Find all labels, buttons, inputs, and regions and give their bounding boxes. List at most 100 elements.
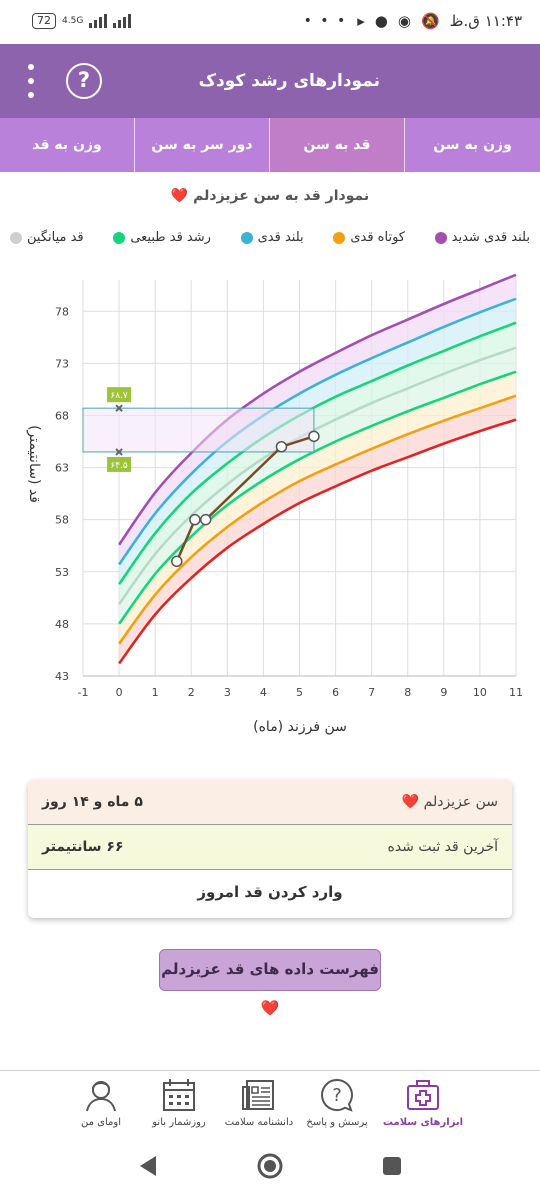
percentile-band — [119, 371, 516, 644]
question-bubble-icon: ? — [321, 1078, 353, 1112]
child-height-point — [199, 513, 212, 526]
x-tick-label: 9 — [440, 686, 447, 699]
x-tick-label: 10 — [473, 686, 487, 699]
legend-item: رشد قد طبیعی — [113, 230, 211, 245]
bottom-navigation: ابزارهای سلامت ? پرسش و پاسخ دانشنامه سل… — [0, 1070, 540, 1140]
reference-label: ۶۸.۷ — [110, 391, 128, 401]
last-height-label: آخرین قد ثبت شده — [387, 839, 499, 855]
legend-swatch — [10, 231, 22, 244]
x-tick-label: 2 — [188, 686, 195, 699]
percentile-curve — [118, 370, 517, 625]
shield-icon: ◉ — [397, 12, 411, 30]
medical-kit-icon — [407, 1080, 439, 1110]
leaf-icon: ● — [374, 12, 388, 30]
chart-tabs: وزن به قد دور سر به سن قد به سن وزن به س… — [0, 118, 540, 172]
percentile-band — [119, 395, 516, 664]
child-height-point — [189, 513, 201, 526]
legend-item: بلند قدی — [240, 230, 304, 245]
nav-label: ابزارهای سلامت — [382, 1117, 464, 1128]
mute-icon: 🔕 — [420, 12, 440, 30]
legend-label: کوتاه قدی — [350, 230, 405, 245]
x-tick-label: 11 — [509, 686, 523, 699]
child-info-card: سن عزیزدلم ❤️ ۵ ماه و ۱۴ روز آخرین قد ثب… — [28, 780, 512, 918]
svg-text:?: ? — [332, 1085, 342, 1106]
legend-item: قد میانگین — [10, 230, 84, 245]
child-height-point — [171, 555, 183, 568]
percentile-curve — [118, 418, 517, 665]
legend-swatch — [434, 231, 447, 244]
reference-label-bg — [107, 387, 132, 403]
tab-weight-for-height[interactable]: وزن به قد — [0, 118, 135, 172]
nav-profile[interactable]: اومای من — [56, 1077, 146, 1128]
y-tick-label: 48 — [55, 618, 69, 631]
nav-label: پرسش و پاسخ — [306, 1117, 368, 1128]
percentile-band — [119, 274, 516, 565]
x-tick-label: 8 — [404, 686, 411, 699]
age-label: سن عزیزدلم ❤️ — [401, 794, 498, 810]
legend-swatch — [333, 231, 346, 244]
last-height-value: ۶۶ سانتیمتر — [42, 839, 124, 855]
profile-icon — [86, 1081, 116, 1112]
legend-swatch — [240, 231, 253, 244]
y-tick-label: 73 — [55, 357, 69, 370]
percentile-curve — [118, 297, 517, 566]
nav-calendar[interactable]: روزشمار بانو — [134, 1077, 224, 1128]
system-navigation — [0, 1140, 540, 1200]
enter-today-height-button[interactable]: وارد کردن قد امروز — [197, 883, 343, 901]
nav-health-tools[interactable]: ابزارهای سلامت — [378, 1077, 468, 1128]
chart-title: نمودار قد به سن عزیزدلم ❤️ — [170, 188, 370, 204]
x-tick-label: 6 — [332, 686, 339, 699]
nav-encyclopedia[interactable]: دانشنامه سلامت — [214, 1077, 304, 1128]
percentile-band — [119, 298, 516, 585]
signal-icon — [89, 14, 108, 28]
clock: ۱۱:۴۳ ق.ظ — [449, 12, 522, 30]
help-icon[interactable]: ? — [66, 63, 102, 99]
height-data-list-button[interactable]: فهرست داده های قد عزیزدلم ❤️ — [159, 949, 381, 1017]
home-icon[interactable] — [256, 1152, 284, 1180]
percentile-curve — [118, 273, 517, 546]
legend-label: بلند قدی شدید — [451, 230, 530, 245]
nav-label: دانشنامه سلامت — [224, 1117, 294, 1128]
percentile-curve — [118, 321, 517, 586]
chart-legend: بلند قدی شدید کوتاه قدی بلند قدی رشد قد … — [10, 230, 530, 245]
status-bar: 72 4.5G ۱۱:۴۳ ق.ظ 🔕 ◉ ● ▸ • • • — [0, 0, 540, 44]
y-tick-label: 78 — [55, 305, 69, 318]
y-tick-label: 43 — [55, 670, 69, 683]
back-icon[interactable] — [136, 1154, 160, 1178]
child-height-point — [275, 440, 288, 453]
last-height-row: آخرین قد ثبت شده ۶۶ سانتیمتر — [28, 825, 512, 870]
nav-label: اومای من — [81, 1117, 121, 1128]
child-height-point — [308, 430, 320, 443]
reference-label-bg — [107, 456, 132, 472]
network-type: 4.5G — [62, 16, 84, 26]
tab-height-for-age[interactable]: قد به سن — [270, 118, 405, 172]
battery-indicator: 72 — [32, 13, 56, 29]
x-tick-label: 1 — [152, 686, 159, 699]
overflow-menu-icon[interactable] — [24, 64, 38, 98]
recents-icon[interactable] — [382, 1156, 402, 1176]
y-tick-label: 68 — [55, 409, 69, 422]
y-axis-label: قد (سانتیمتر) — [26, 425, 42, 503]
percentile-band — [119, 322, 516, 605]
status-right: ۱۱:۴۳ ق.ظ 🔕 ◉ ● ▸ • • • — [304, 12, 522, 30]
calendar-icon — [163, 1079, 195, 1111]
y-tick-label: 63 — [55, 462, 69, 475]
x-tick-label: 0 — [116, 686, 123, 699]
legend-label: رشد قد طبیعی — [130, 230, 211, 245]
encyclopedia-icon — [242, 1080, 274, 1110]
y-tick-label: 58 — [55, 514, 69, 527]
reference-range-box — [82, 407, 315, 453]
x-tick-label: 3 — [224, 686, 231, 699]
tab-head-for-age[interactable]: دور سر به سن — [135, 118, 270, 172]
page-title: نمودارهای رشد کودک — [198, 71, 380, 91]
height-for-age-chart: ۶۸.۷۶۴.۵ -1 0 1 2 3 4 5 6 7 8 9 10 11434853586368737… — [26, 273, 523, 735]
percentile-curve — [118, 346, 517, 605]
x-tick-label: -1 — [78, 686, 89, 699]
nav-qa[interactable]: ? پرسش و پاسخ — [292, 1077, 382, 1128]
signal-icon-2 — [113, 14, 132, 28]
x-tick-label: 5 — [296, 686, 303, 699]
tab-weight-for-age[interactable]: وزن به سن — [433, 137, 512, 153]
app-bar: ? نمودارهای رشد کودک — [0, 44, 540, 118]
age-value: ۵ ماه و ۱۴ روز — [42, 794, 143, 810]
y-tick-label: 53 — [55, 566, 69, 579]
